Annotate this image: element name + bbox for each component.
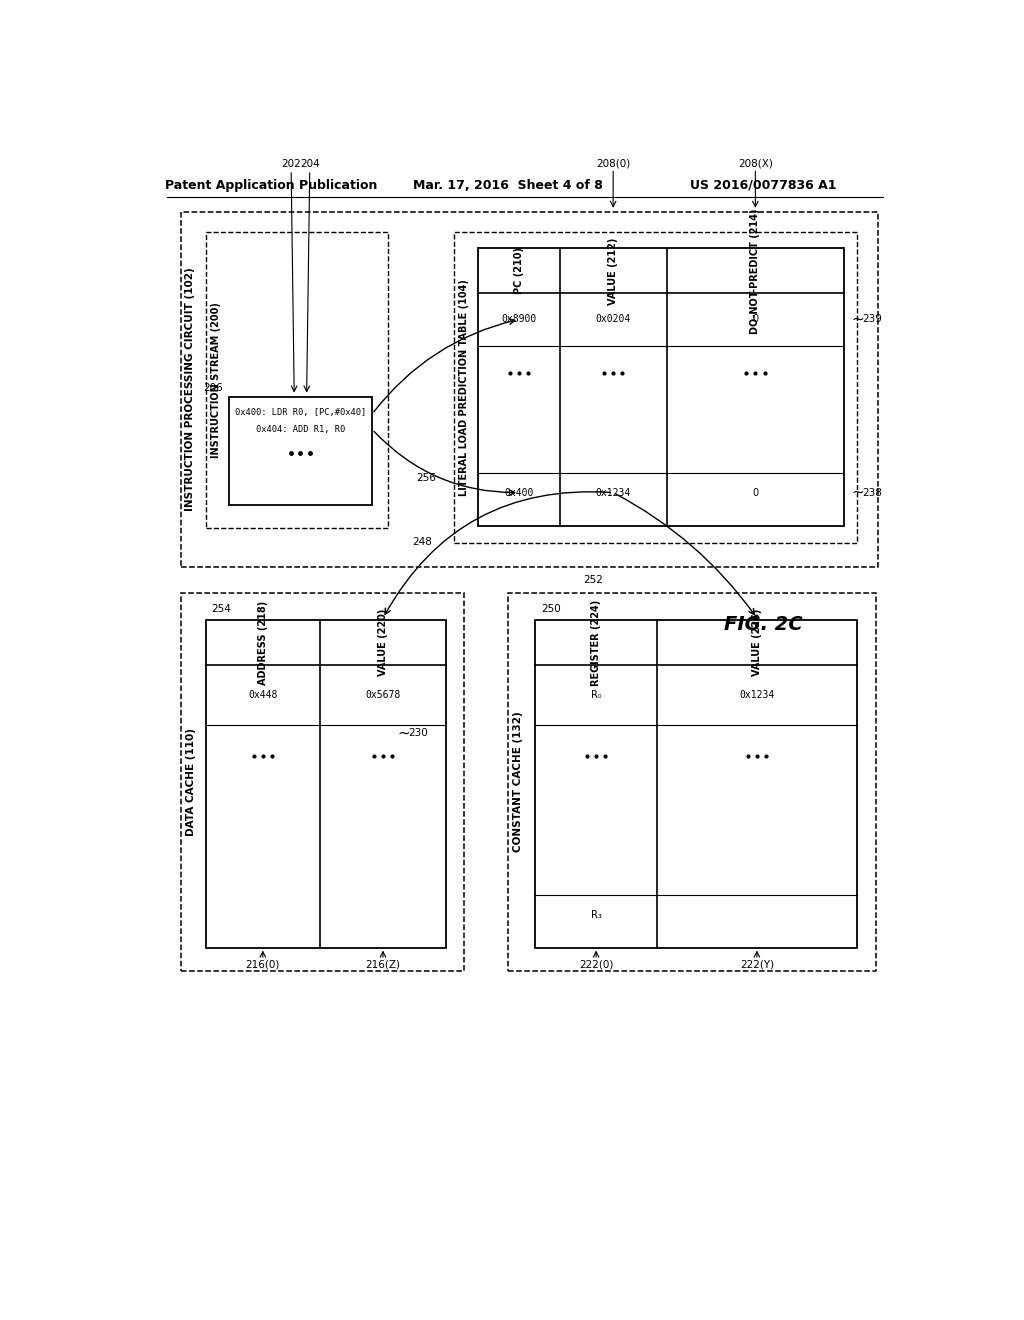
Text: 252: 252 [583,574,603,585]
Text: 230: 230 [409,727,428,738]
Text: DATA CACHE (110): DATA CACHE (110) [185,729,196,836]
Text: VALUE (212): VALUE (212) [608,238,618,305]
Text: 248: 248 [413,537,432,546]
Text: INSTRUCTION STREAM (200): INSTRUCTION STREAM (200) [211,302,221,458]
Text: 216(Z): 216(Z) [366,960,400,970]
Text: R₃: R₃ [591,909,601,920]
Text: VALUE (220): VALUE (220) [378,609,388,676]
Text: 202: 202 [282,158,301,169]
Text: 238: 238 [862,487,883,498]
Bar [478,248,844,525]
Text: 256: 256 [417,473,436,483]
Text: 250: 250 [541,603,561,614]
Text: PC (210): PC (210) [514,247,524,294]
Text: 204: 204 [300,158,319,169]
Bar [206,620,445,948]
Text: 0x0204: 0x0204 [596,314,631,325]
Bar [180,213,879,566]
Text: 0x1234: 0x1234 [739,690,774,700]
Text: ADDRESS (218): ADDRESS (218) [258,601,268,685]
Text: 0x448: 0x448 [248,690,278,700]
Text: DO-NOT-PREDICT (214): DO-NOT-PREDICT (214) [751,209,761,334]
Text: REGISTER (224): REGISTER (224) [591,599,601,686]
Text: 0: 0 [753,487,759,498]
Text: CONSTANT CACHE (132): CONSTANT CACHE (132) [513,711,523,853]
Bar [228,397,372,506]
Text: 222(Y): 222(Y) [740,960,774,970]
Text: ~: ~ [397,725,410,741]
Text: 222(0): 222(0) [579,960,613,970]
Text: 0x400: 0x400 [504,487,534,498]
Text: 0x400: LDR R0, [PC,#0x40]: 0x400: LDR R0, [PC,#0x40] [234,408,366,417]
Text: 216(0): 216(0) [246,960,280,970]
Text: LITERAL LOAD PREDICTION TABLE (104): LITERAL LOAD PREDICTION TABLE (104) [460,279,469,496]
Bar [180,594,464,970]
Text: 0: 0 [753,314,759,325]
Bar [535,620,856,948]
Text: ~: ~ [852,312,864,327]
Bar [508,594,876,970]
Text: 0x404: ADD R1, R0: 0x404: ADD R1, R0 [256,425,345,434]
Text: 208(X): 208(X) [738,158,773,169]
Text: ~: ~ [852,484,864,500]
Text: 0x5678: 0x5678 [366,690,400,700]
Text: 239: 239 [862,314,883,325]
Text: FIG. 2C: FIG. 2C [724,615,803,634]
Text: 0x1234: 0x1234 [596,487,631,498]
Bar [454,231,856,544]
Text: 208(0): 208(0) [596,158,631,169]
Text: INSTRUCTION PROCESSING CIRCUIT (102): INSTRUCTION PROCESSING CIRCUIT (102) [185,268,195,511]
Text: R₀: R₀ [591,690,601,700]
Text: US 2016/0077836 A1: US 2016/0077836 A1 [690,178,837,191]
Text: VALUE (226): VALUE (226) [752,609,762,676]
Bar [206,231,388,528]
Text: Patent Application Publication: Patent Application Publication [165,178,378,191]
Text: 254: 254 [212,603,231,614]
Text: 0x8900: 0x8900 [502,314,537,325]
Text: 206: 206 [203,383,222,393]
Text: Mar. 17, 2016  Sheet 4 of 8: Mar. 17, 2016 Sheet 4 of 8 [413,178,603,191]
